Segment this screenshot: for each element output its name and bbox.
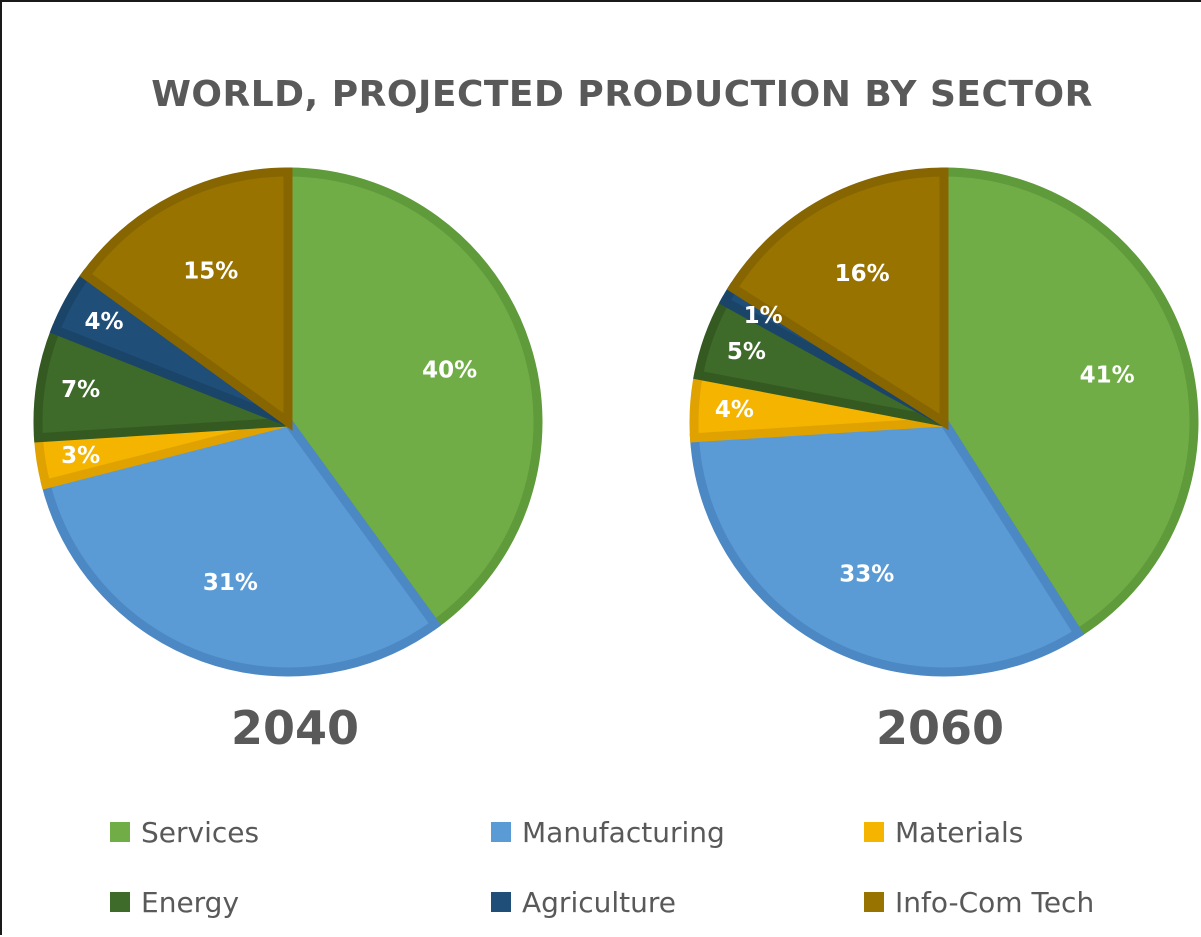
chart-title: WORLD, PROJECTED PRODUCTION BY SECTOR: [151, 74, 1093, 115]
legend-item-energy: Energy: [110, 886, 239, 919]
legend-label-manufacturing: Manufacturing: [522, 816, 725, 849]
data-label-2040-energy: 7%: [61, 377, 100, 403]
legend-swatch-services: [110, 822, 130, 842]
data-label-2040-info-com-tech: 15%: [183, 259, 238, 285]
legend-item-materials: Materials: [864, 816, 1023, 849]
data-label-2040-agriculture: 4%: [84, 309, 123, 335]
slice-2040-info-com-tech: [79, 167, 293, 431]
year-label-2060: 2060: [876, 701, 1004, 755]
data-label-2060-info-com-tech: 16%: [835, 261, 890, 287]
pie-2060: 41% 33% 4% 5% 1% 16%: [689, 167, 1199, 677]
legend-label-energy: Energy: [141, 886, 239, 919]
legend-swatch-agriculture: [491, 892, 511, 912]
year-label-2040: 2040: [231, 701, 359, 755]
legend-swatch-info-com-tech: [864, 892, 884, 912]
data-label-2060-services: 41%: [1080, 363, 1135, 389]
pie-layer: 40% 31% 3% 7% 4% 15% 41% 33% 4% 5% 1% 16%: [33, 167, 1199, 677]
legend-item-agriculture: Agriculture: [491, 886, 676, 919]
data-label-2060-agriculture: 1%: [744, 303, 783, 329]
legend-label-agriculture: Agriculture: [522, 886, 676, 919]
year-layer: 2040 2060: [231, 701, 1004, 755]
legend-label-info-com-tech: Info-Com Tech: [895, 886, 1094, 919]
data-label-2040-services: 40%: [422, 358, 477, 384]
legend-label-materials: Materials: [895, 816, 1023, 849]
legend-swatch-manufacturing: [491, 822, 511, 842]
data-label-2040-manufacturing: 31%: [203, 570, 258, 596]
legend-item-services: Services: [110, 816, 259, 849]
legend-label-services: Services: [141, 816, 259, 849]
legend-swatch-energy: [110, 892, 130, 912]
data-label-2040-materials: 3%: [61, 443, 100, 469]
legend-item-manufacturing: Manufacturing: [491, 816, 725, 849]
legend: Services Manufacturing Materials Energy Agri…: [110, 816, 1094, 919]
slice-2060-info-com-tech: [726, 167, 949, 431]
slice-2040-services: [283, 167, 543, 631]
slice-2040-manufacturing: [40, 416, 442, 677]
slice-2060-manufacturing: [689, 417, 1085, 677]
legend-swatch-materials: [864, 822, 884, 842]
pie-2040: 40% 31% 3% 7% 4% 15%: [33, 167, 543, 677]
data-label-2060-energy: 5%: [727, 339, 766, 365]
data-label-2060-manufacturing: 33%: [839, 562, 894, 588]
data-label-2060-materials: 4%: [715, 397, 754, 423]
legend-item-info-com-tech: Info-Com Tech: [864, 886, 1094, 919]
